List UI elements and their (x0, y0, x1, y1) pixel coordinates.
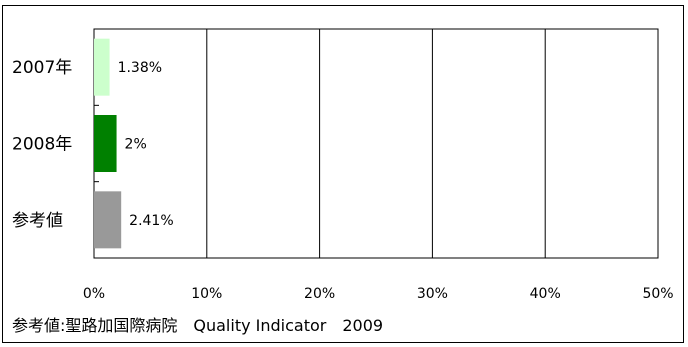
x-tick-label: 0% (83, 286, 105, 302)
data-label: 2% (125, 137, 147, 153)
x-tick-label: 40% (530, 286, 561, 302)
x-tick-label: 20% (304, 286, 335, 302)
category-label: 2007年 (12, 58, 72, 78)
x-tick-label: 50% (642, 286, 673, 302)
x-tick-label: 30% (417, 286, 448, 302)
bar (94, 115, 117, 172)
bar (94, 191, 122, 249)
x-tick-label: 10% (191, 286, 222, 302)
data-label: 2.41% (129, 213, 173, 229)
data-label: 1.38% (118, 60, 162, 76)
plot-area (93, 28, 659, 259)
category-label: 2008年 (12, 135, 72, 155)
footnote: 参考値:聖路加国際病院 Quality Indicator 2009 (12, 316, 384, 335)
bar (94, 38, 110, 96)
category-label: 参考値 (12, 211, 63, 231)
